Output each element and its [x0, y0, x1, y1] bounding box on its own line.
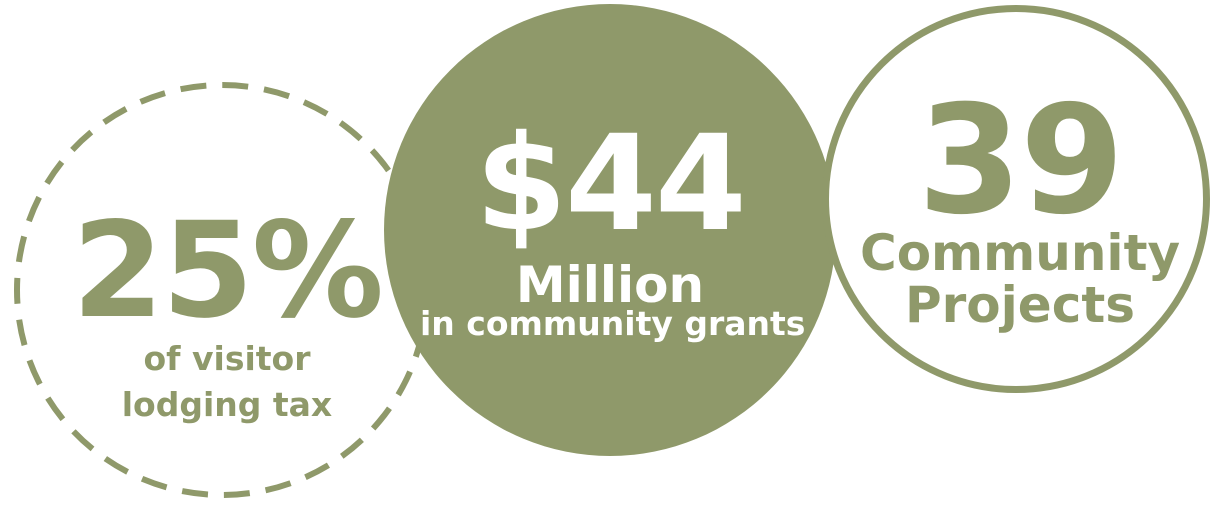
- stat-circle-projects: [822, 5, 1210, 393]
- stat-label-line2-lodging-tax: lodging tax: [121, 385, 333, 424]
- stat-value-lodging-tax: 25%: [72, 194, 384, 348]
- stat-label-line1-projects: Community: [860, 224, 1181, 282]
- stat-label-line1-lodging-tax: of visitor: [143, 339, 311, 378]
- stat-circle-grants: [384, 4, 836, 456]
- stat-value-grants: $44: [475, 107, 747, 261]
- stat-label-line2-projects: Projects: [904, 276, 1135, 334]
- stat-label-line2-grants: in community grants: [420, 304, 806, 343]
- stat-label-line1-grants: Million: [515, 256, 705, 314]
- stat-value-projects: 39: [917, 74, 1125, 248]
